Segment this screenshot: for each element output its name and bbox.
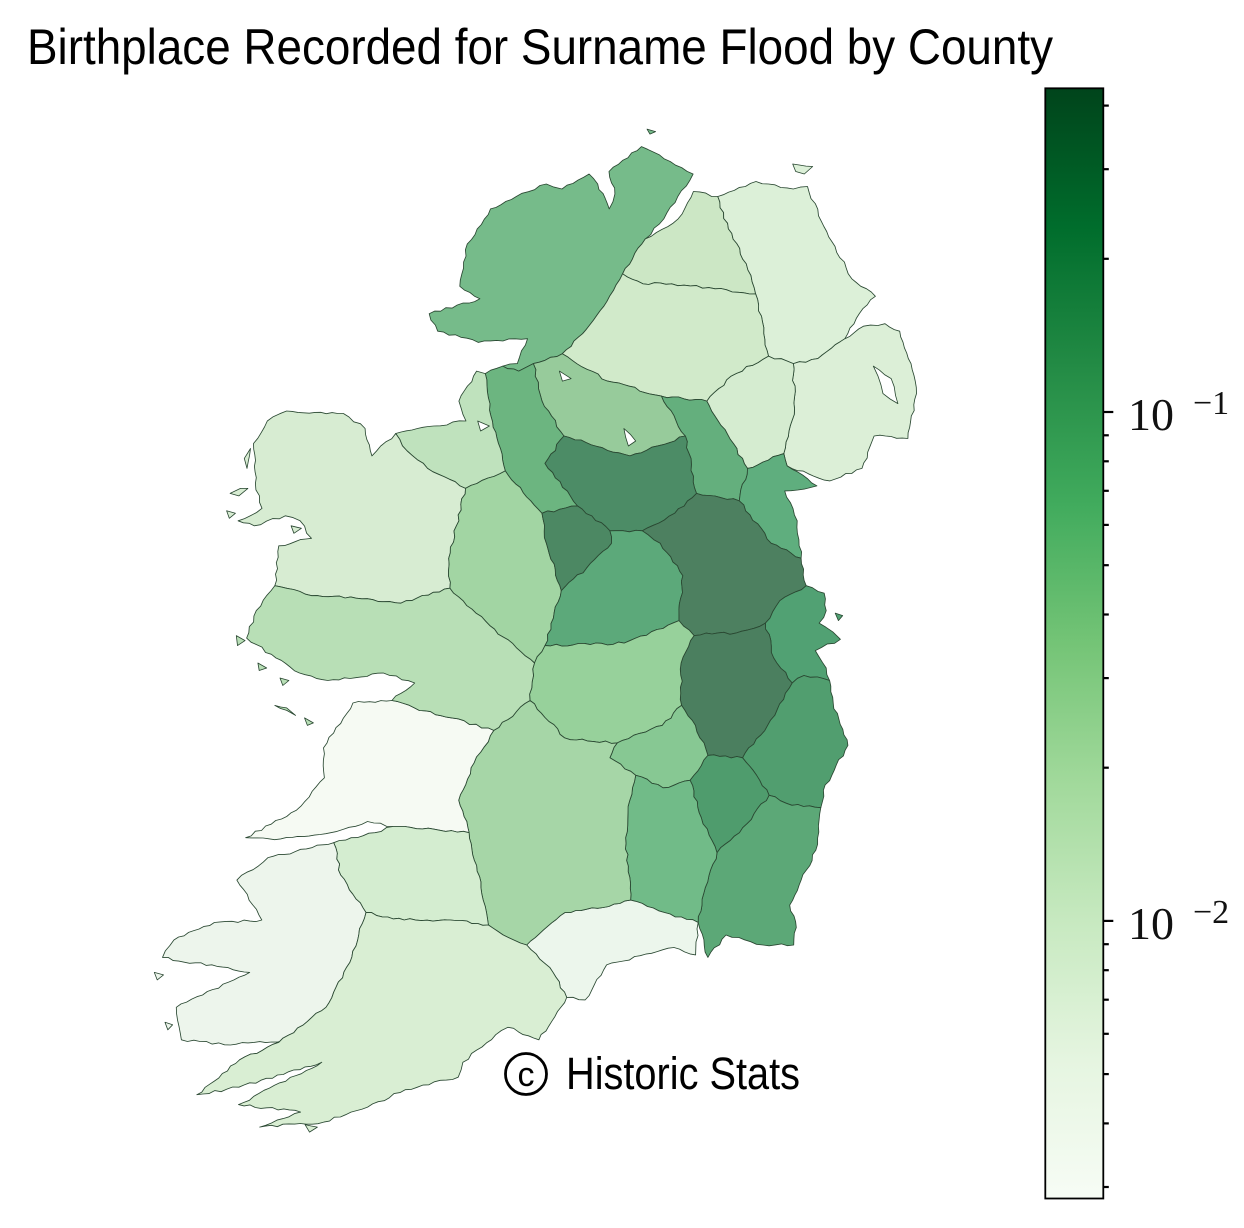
svg-text:10: 10	[1128, 389, 1174, 440]
svg-text:c: c	[518, 1056, 535, 1094]
svg-text:10: 10	[1128, 898, 1174, 949]
svg-text:Historic Stats: Historic Stats	[566, 1048, 800, 1099]
svg-text:Birthplace Recorded for Surnam: Birthplace Recorded for Surname Flood by…	[27, 19, 1053, 75]
svg-text:−1: −1	[1193, 385, 1229, 422]
svg-text:−2: −2	[1193, 894, 1229, 931]
